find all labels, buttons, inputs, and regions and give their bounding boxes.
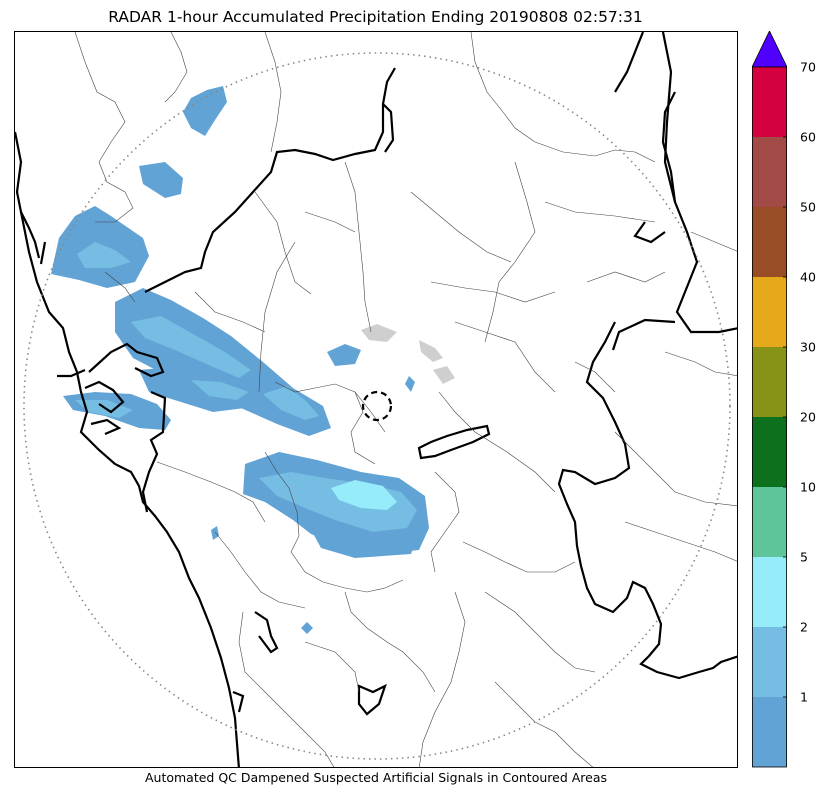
colorbar-tick-label: 30: [800, 339, 816, 355]
qc-footnote: Automated QC Dampened Suspected Artifici…: [144, 770, 608, 785]
colorbar-segment: [752, 347, 787, 417]
colorbar-canvas: [751, 30, 788, 768]
colorbar-segment: [752, 557, 787, 627]
colorbar-tick-label: 50: [800, 199, 816, 215]
colorbar-segment: [752, 137, 787, 207]
colorbar-tick-label: 70: [800, 59, 816, 75]
precip-heavy: [331, 480, 397, 510]
precip-light: [51, 86, 429, 634]
colorbar-extend-arrow: [751, 30, 788, 68]
colorbar-tick-label: 40: [800, 269, 816, 285]
district-boundaries: [74, 32, 737, 767]
colorbar-segment: [752, 697, 787, 767]
radar-map[interactable]: [14, 31, 738, 768]
colorbar-tick-label: 60: [800, 129, 816, 145]
qc-dampened-areas: [361, 324, 455, 384]
colorbar-segment: [752, 627, 787, 697]
colorbar-segment: [752, 67, 787, 137]
colorbar-segment: [752, 207, 787, 277]
colorbar-segment: [752, 277, 787, 347]
colorbar-segment: [752, 417, 787, 487]
precipitation-colorbar: [751, 30, 788, 768]
colorbar-tick-label: 2: [800, 619, 808, 635]
map-canvas: [15, 32, 737, 767]
colorbar-tick-label: 5: [800, 549, 808, 565]
colorbar-segment: [752, 487, 787, 557]
map-title: RADAR 1-hour Accumulated Precipitation E…: [108, 8, 643, 26]
radar-site-marker: [361, 390, 393, 422]
colorbar-tick-label: 10: [800, 479, 816, 495]
colorbar-tick-label: 20: [800, 409, 816, 425]
colorbar-tick-label: 1: [800, 689, 808, 705]
radar-range-ring: [23, 52, 731, 760]
